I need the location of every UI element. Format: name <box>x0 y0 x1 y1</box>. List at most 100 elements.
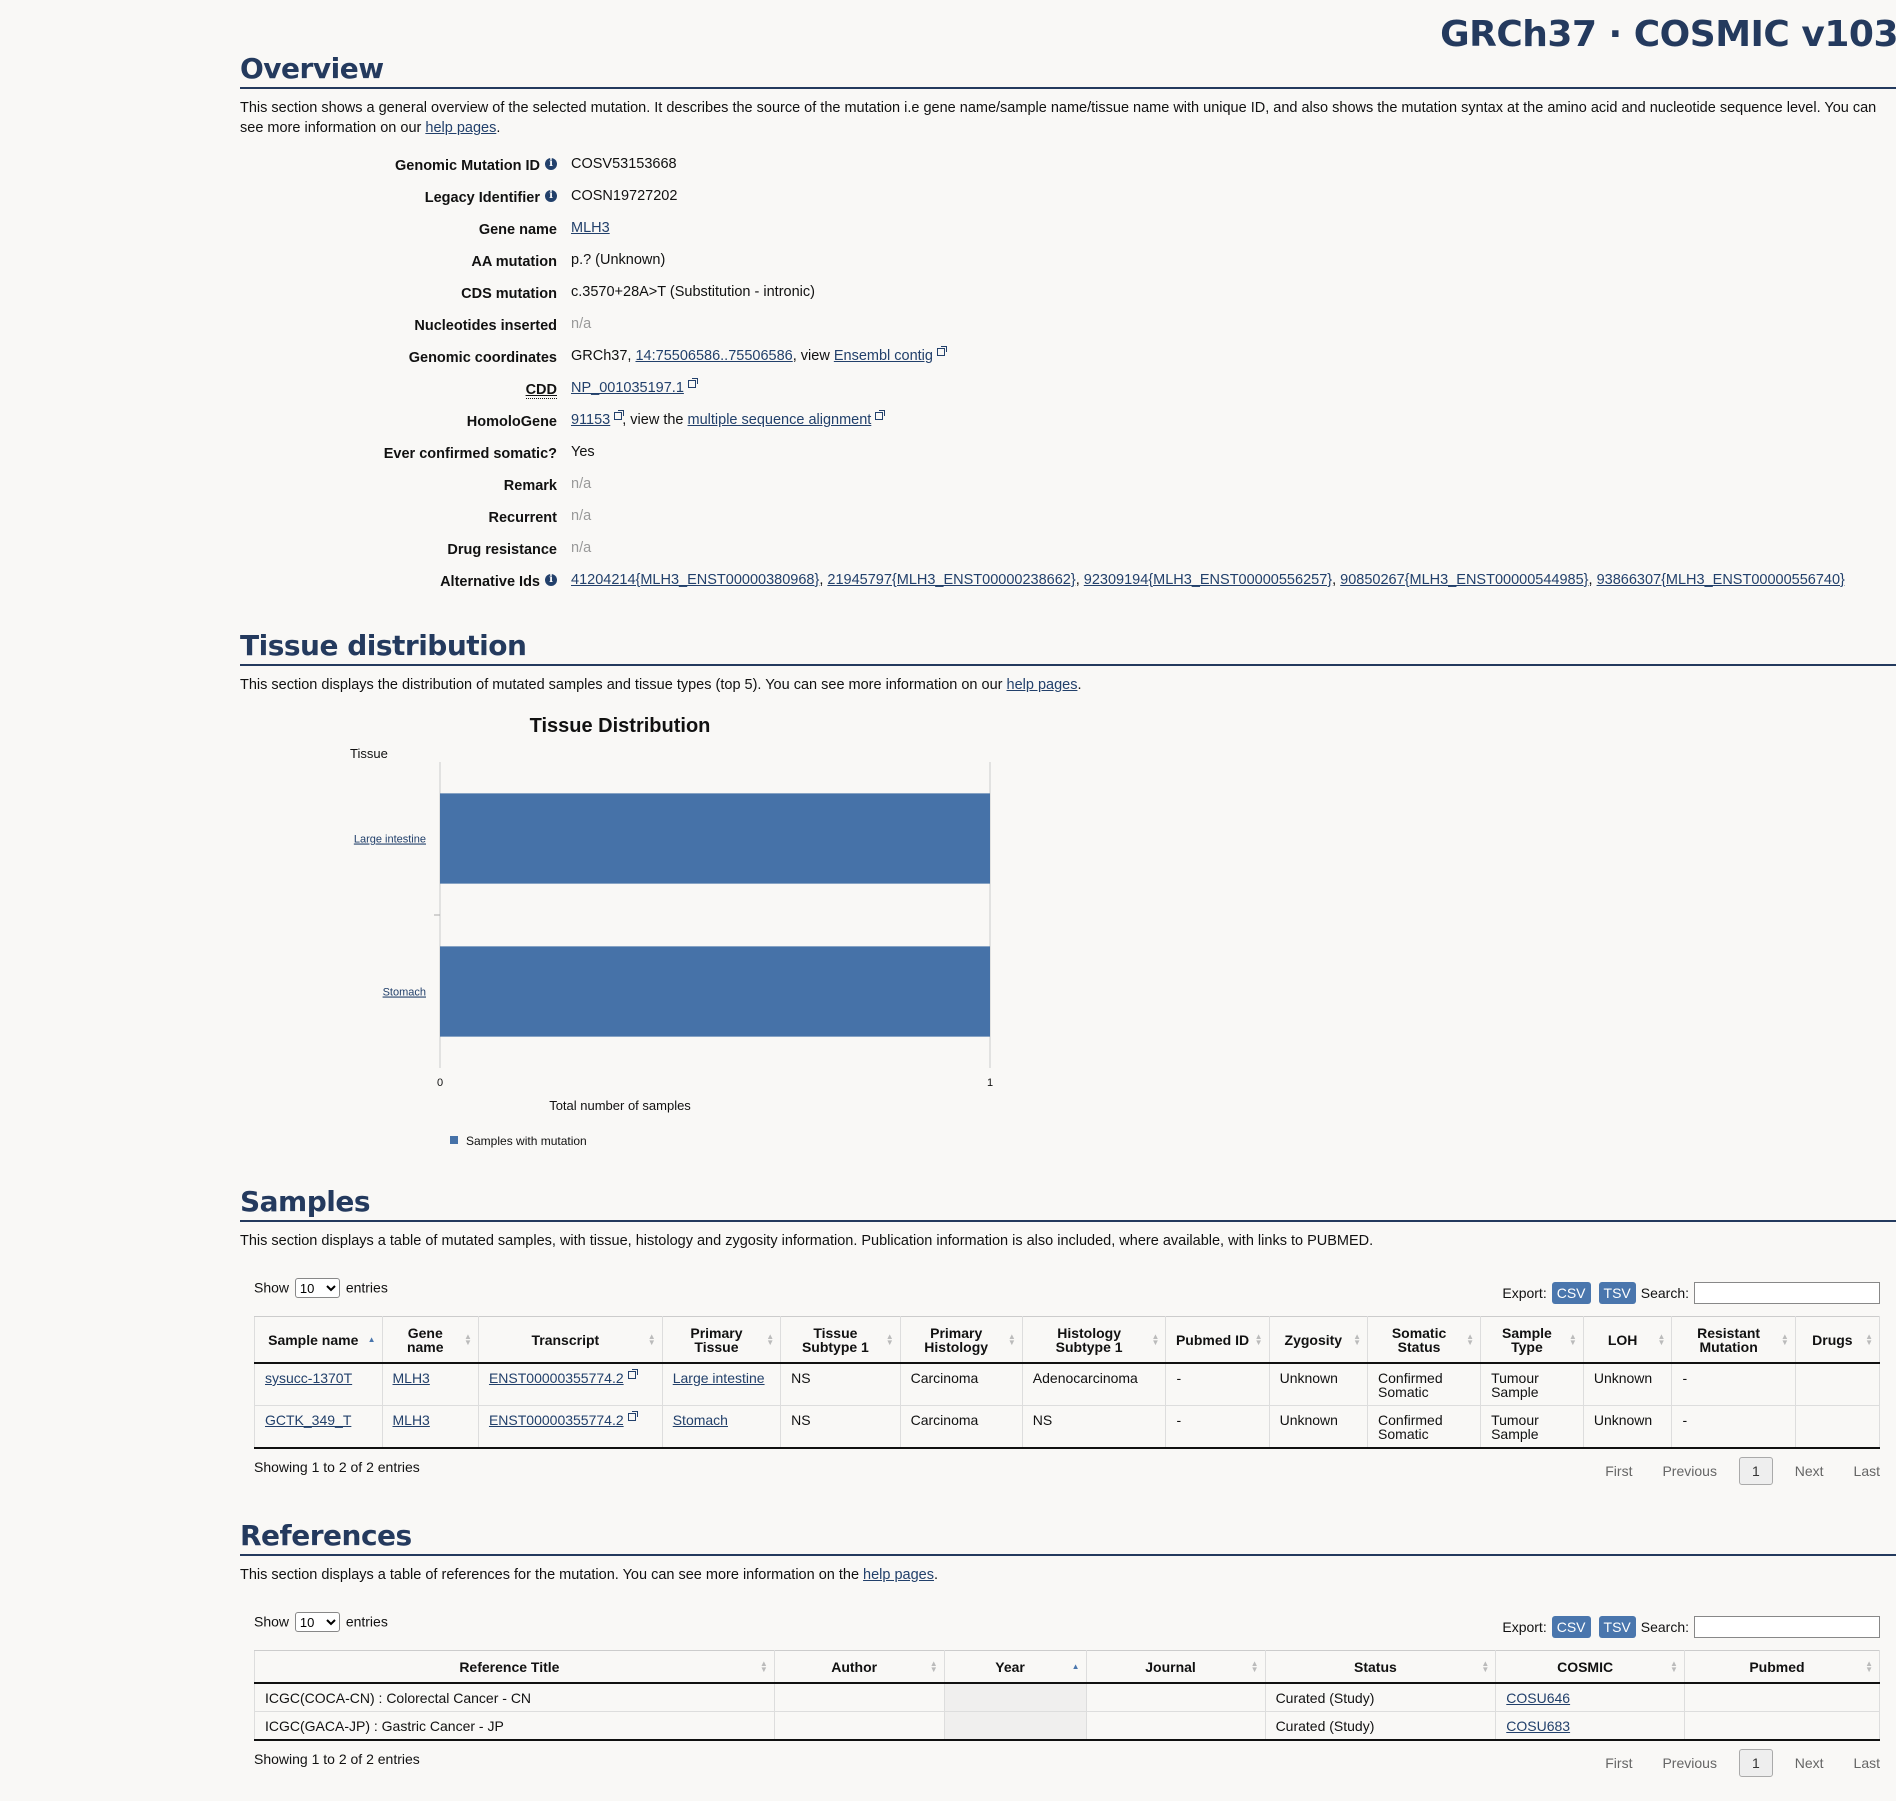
column-header-loh[interactable]: LOH ▲ ▼ <box>1583 1316 1673 1364</box>
column-header-gene-name[interactable]: Gene name ▲ ▼ <box>382 1316 479 1364</box>
references-search-input[interactable] <box>1694 1616 1880 1638</box>
homologene-link[interactable]: 91153 <box>571 412 611 428</box>
previous-page-button[interactable]: Previous <box>1662 1463 1717 1479</box>
previous-page-button[interactable]: Previous <box>1662 1755 1717 1771</box>
last-page-button[interactable]: Last <box>1853 1463 1880 1479</box>
cell-text: Unknown <box>1593 1412 1653 1428</box>
cell-sample-type: Tumour Sample <box>1480 1363 1584 1406</box>
references-csv-button[interactable]: CSV <box>1551 1616 1591 1638</box>
overview-section: Overview This section shows a general ov… <box>240 52 1896 602</box>
sample-name-link[interactable]: GCTK_349_T <box>265 1412 352 1428</box>
page-title: GRCh37 · COSMIC v103 <box>1440 14 1896 55</box>
alternative-id-link[interactable]: 92309194{MLH3_ENST00000556257} <box>1083 572 1333 588</box>
x-axis-label: Total number of samples <box>549 1098 691 1113</box>
transcript-link[interactable]: ENST00000355774.2 <box>488 1412 624 1428</box>
column-header-tissue-subtype-1[interactable]: Tissue Subtype 1 ▲ ▼ <box>780 1316 901 1364</box>
alternative-id-link[interactable]: 41204214{MLH3_ENST00000380968} <box>571 572 820 588</box>
cell-resistant-mutation: - <box>1671 1405 1796 1449</box>
sort-icon: ▲ ▼ <box>1466 1331 1475 1347</box>
column-header-cosmic[interactable]: COSMIC ▲ ▼ <box>1495 1650 1685 1684</box>
next-page-button[interactable]: Next <box>1794 1463 1824 1479</box>
column-header-author[interactable]: Author ▲ ▼ <box>774 1650 945 1684</box>
column-header-primary-histology[interactable]: Primary Histology ▲ ▼ <box>900 1316 1023 1364</box>
tissue-help-link[interactable]: help pages <box>1006 677 1078 693</box>
column-label: Resistant Mutation <box>1697 1325 1761 1355</box>
homologene-mid: , view the <box>622 412 688 428</box>
table-row: GCTK_349_T MLH3 ENST00000355774.2 Stomach NS… <box>254 1405 1881 1449</box>
current-page-button[interactable]: 1 <box>1738 1457 1773 1485</box>
alternative-id-link[interactable]: 21945797{MLH3_ENST00000238662} <box>827 572 1076 588</box>
references-title: References <box>240 1519 1896 1556</box>
info-icon[interactable]: i <box>545 190 557 202</box>
column-header-journal[interactable]: Journal ▲ ▼ <box>1086 1650 1266 1684</box>
coords-mid: , view <box>792 348 834 364</box>
column-header-resistant-mutation[interactable]: Resistant Mutation ▲ ▼ <box>1671 1316 1796 1364</box>
y-axis-label: Tissue <box>350 746 388 761</box>
cosmic-link[interactable]: COSU683 <box>1506 1718 1571 1734</box>
transcript-link[interactable]: ENST00000355774.2 <box>488 1370 624 1386</box>
current-page-button[interactable]: 1 <box>1738 1749 1773 1777</box>
show-label: Show <box>254 1613 290 1630</box>
column-header-drugs[interactable]: Drugs ▲ ▼ <box>1795 1316 1881 1364</box>
row-gene-name: Gene name MLH3 <box>240 218 1896 250</box>
column-header-reference-title[interactable]: Reference Title ▲ ▼ <box>254 1650 775 1684</box>
column-header-pubmed-id[interactable]: Pubmed ID ▲ ▼ <box>1165 1316 1270 1364</box>
label-legacy-identifier: Legacy Identifier <box>424 190 540 206</box>
value-legacy-identifier: COSN19727202 <box>571 188 678 204</box>
first-page-button[interactable]: First <box>1605 1755 1633 1771</box>
column-header-pubmed[interactable]: Pubmed ▲ ▼ <box>1684 1650 1881 1684</box>
column-header-transcript[interactable]: Transcript ▲ ▼ <box>478 1316 663 1364</box>
cell-sample-name: GCTK_349_T <box>254 1405 383 1449</box>
column-header-histology-subtype-1[interactable]: Histology Subtype 1 ▲ ▼ <box>1022 1316 1167 1364</box>
sample-name-link[interactable]: sysucc-1370T <box>265 1370 353 1386</box>
row-cds-mutation: CDS mutation c.3570+28A>T (Substitution … <box>240 282 1896 314</box>
genomic-coordinates-link[interactable]: 14:75506586..75506586 <box>635 348 793 364</box>
samples-csv-button[interactable]: CSV <box>1551 1282 1591 1304</box>
next-page-button[interactable]: Next <box>1794 1755 1824 1771</box>
cosmic-link[interactable]: COSU646 <box>1506 1690 1571 1706</box>
overview-help-link[interactable]: help pages <box>425 120 497 136</box>
samples-table: Sample name ▲ Gene name ▲ ▼ Transcript ▲ ▼ Prima… <box>254 1316 1881 1449</box>
cell-text: Confirmed Somatic <box>1378 1370 1443 1400</box>
y-tick-label: Large intestine <box>354 834 426 846</box>
references-page-size-select[interactable]: 10 <box>294 1612 340 1632</box>
info-icon[interactable]: i <box>545 574 557 586</box>
references-help-link[interactable]: help pages <box>863 1567 934 1583</box>
primary-tissue-link[interactable]: Stomach <box>672 1412 728 1428</box>
samples-search-input[interactable] <box>1694 1282 1880 1304</box>
sort-icon: ▲ ▼ <box>1865 1331 1873 1347</box>
gene-name-link[interactable]: MLH3 <box>392 1412 430 1428</box>
value-aa-mutation: p.? (Unknown) <box>571 252 666 268</box>
gene-name-link[interactable]: MLH3 <box>571 220 610 236</box>
row-homologene: HomoloGene 91153 , view the multiple sequ… <box>240 410 1896 442</box>
info-icon[interactable]: i <box>545 158 557 170</box>
alternative-id-link[interactable]: 93866307{MLH3_ENST00000556740} <box>1596 572 1845 588</box>
label-nucleotides-inserted: Nucleotides inserted <box>414 318 557 334</box>
column-header-somatic-status[interactable]: Somatic Status ▲ ▼ <box>1367 1316 1482 1364</box>
references-show-entries: Show 10 entries <box>254 1612 388 1632</box>
cell-somatic-status: Confirmed Somatic <box>1367 1363 1482 1406</box>
cdd-link[interactable]: NP_001035197.1 <box>571 380 684 396</box>
external-link-icon <box>687 378 698 388</box>
primary-tissue-link[interactable]: Large intestine <box>672 1370 765 1386</box>
alternative-id-link[interactable]: 90850267{MLH3_ENST00000544985} <box>1340 572 1589 588</box>
first-page-button[interactable]: First <box>1605 1463 1633 1479</box>
samples-section: Samples This section displays a table of… <box>240 1185 1896 1497</box>
references-tsv-button[interactable]: TSV <box>1598 1616 1636 1638</box>
gene-name-link[interactable]: MLH3 <box>392 1370 430 1386</box>
column-header-year[interactable]: Year ▲ <box>944 1650 1087 1684</box>
column-header-zygosity[interactable]: Zygosity ▲ ▼ <box>1269 1316 1369 1364</box>
samples-tsv-button[interactable]: TSV <box>1598 1282 1636 1304</box>
column-header-sample-type[interactable]: Sample Type ▲ ▼ <box>1480 1316 1584 1364</box>
column-header-sample-name[interactable]: Sample name ▲ <box>254 1316 383 1364</box>
sequence-alignment-link[interactable]: multiple sequence alignment <box>687 412 872 428</box>
last-page-button[interactable]: Last <box>1853 1755 1880 1771</box>
sort-icon: ▲ ▼ <box>885 1331 894 1347</box>
cell-pubmed-id: - <box>1165 1363 1270 1406</box>
column-header-status[interactable]: Status ▲ ▼ <box>1265 1650 1497 1684</box>
column-header-primary-tissue[interactable]: Primary Tissue ▲ ▼ <box>662 1316 782 1364</box>
samples-page-size-select[interactable]: 10 <box>294 1278 340 1298</box>
column-label: Gene name <box>406 1325 444 1355</box>
cell-loh: Unknown <box>1583 1405 1673 1449</box>
ensembl-contig-link[interactable]: Ensembl contig <box>833 348 933 364</box>
